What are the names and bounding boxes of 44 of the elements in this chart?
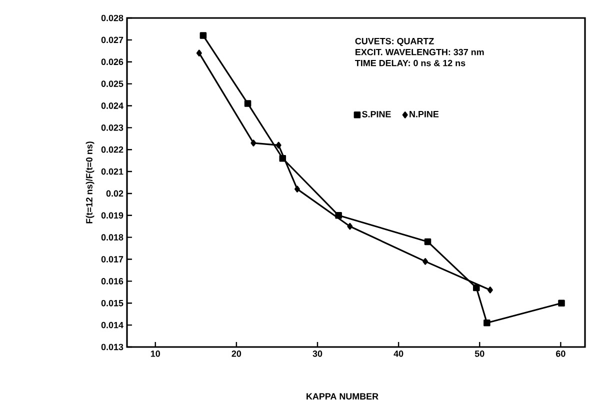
y-tick-label: 0.02 bbox=[106, 190, 124, 197]
y-tick-label: 0.024 bbox=[101, 102, 124, 109]
legend-label: N.PINE bbox=[410, 111, 439, 118]
y-axis-title: F(t=12 ns)/F(t=0 ns) bbox=[86, 142, 94, 224]
y-tick-label: 0.018 bbox=[101, 234, 124, 241]
point bbox=[558, 300, 565, 307]
point bbox=[279, 154, 286, 162]
point bbox=[487, 286, 493, 294]
x-tick-label: 60 bbox=[556, 350, 566, 357]
x-tick-label: 50 bbox=[474, 350, 484, 357]
y-tick-label: 0.027 bbox=[101, 36, 124, 44]
y-tick-label: 0.023 bbox=[101, 124, 124, 131]
point bbox=[335, 212, 342, 219]
point bbox=[347, 222, 353, 230]
x-tick-label: 10 bbox=[150, 350, 160, 357]
point bbox=[250, 140, 256, 146]
y-tick-label: 0.015 bbox=[101, 300, 124, 306]
point bbox=[472, 284, 480, 292]
legend-label: S.PINE bbox=[362, 111, 391, 118]
point bbox=[294, 186, 300, 192]
y-tick-label: 0.022 bbox=[101, 146, 124, 153]
annotation: EXCIT. WAVELENGTH: 337 nm bbox=[356, 48, 484, 56]
y-tick-label: 0.014 bbox=[101, 322, 124, 328]
annotation: CUVETS: QUARTZ bbox=[355, 38, 434, 46]
point bbox=[424, 238, 432, 246]
y-tick-label: 0.019 bbox=[101, 212, 124, 219]
y-tick-label: 0.017 bbox=[101, 256, 124, 262]
x-tick-label: 20 bbox=[232, 350, 242, 357]
y-tick-label: 0.013 bbox=[101, 344, 124, 350]
annotation: TIME DELAY: 0 ns & 12 ns bbox=[355, 60, 466, 66]
y-tick-label: 0.026 bbox=[101, 58, 124, 66]
point bbox=[422, 258, 428, 265]
y-tick-label: 0.025 bbox=[101, 80, 124, 87]
point bbox=[244, 100, 252, 107]
y-tick-label: 0.016 bbox=[101, 278, 124, 284]
x-axis-title: KAPPA NUMBER bbox=[306, 393, 378, 400]
x-tick-label: 40 bbox=[394, 350, 404, 357]
point bbox=[276, 142, 282, 149]
point bbox=[200, 32, 207, 39]
y-tick-label: 0.021 bbox=[101, 168, 124, 175]
x-tick-label: 30 bbox=[312, 350, 322, 357]
y-tick-label: 0.028 bbox=[101, 14, 124, 22]
point bbox=[484, 319, 490, 326]
point bbox=[196, 50, 202, 56]
